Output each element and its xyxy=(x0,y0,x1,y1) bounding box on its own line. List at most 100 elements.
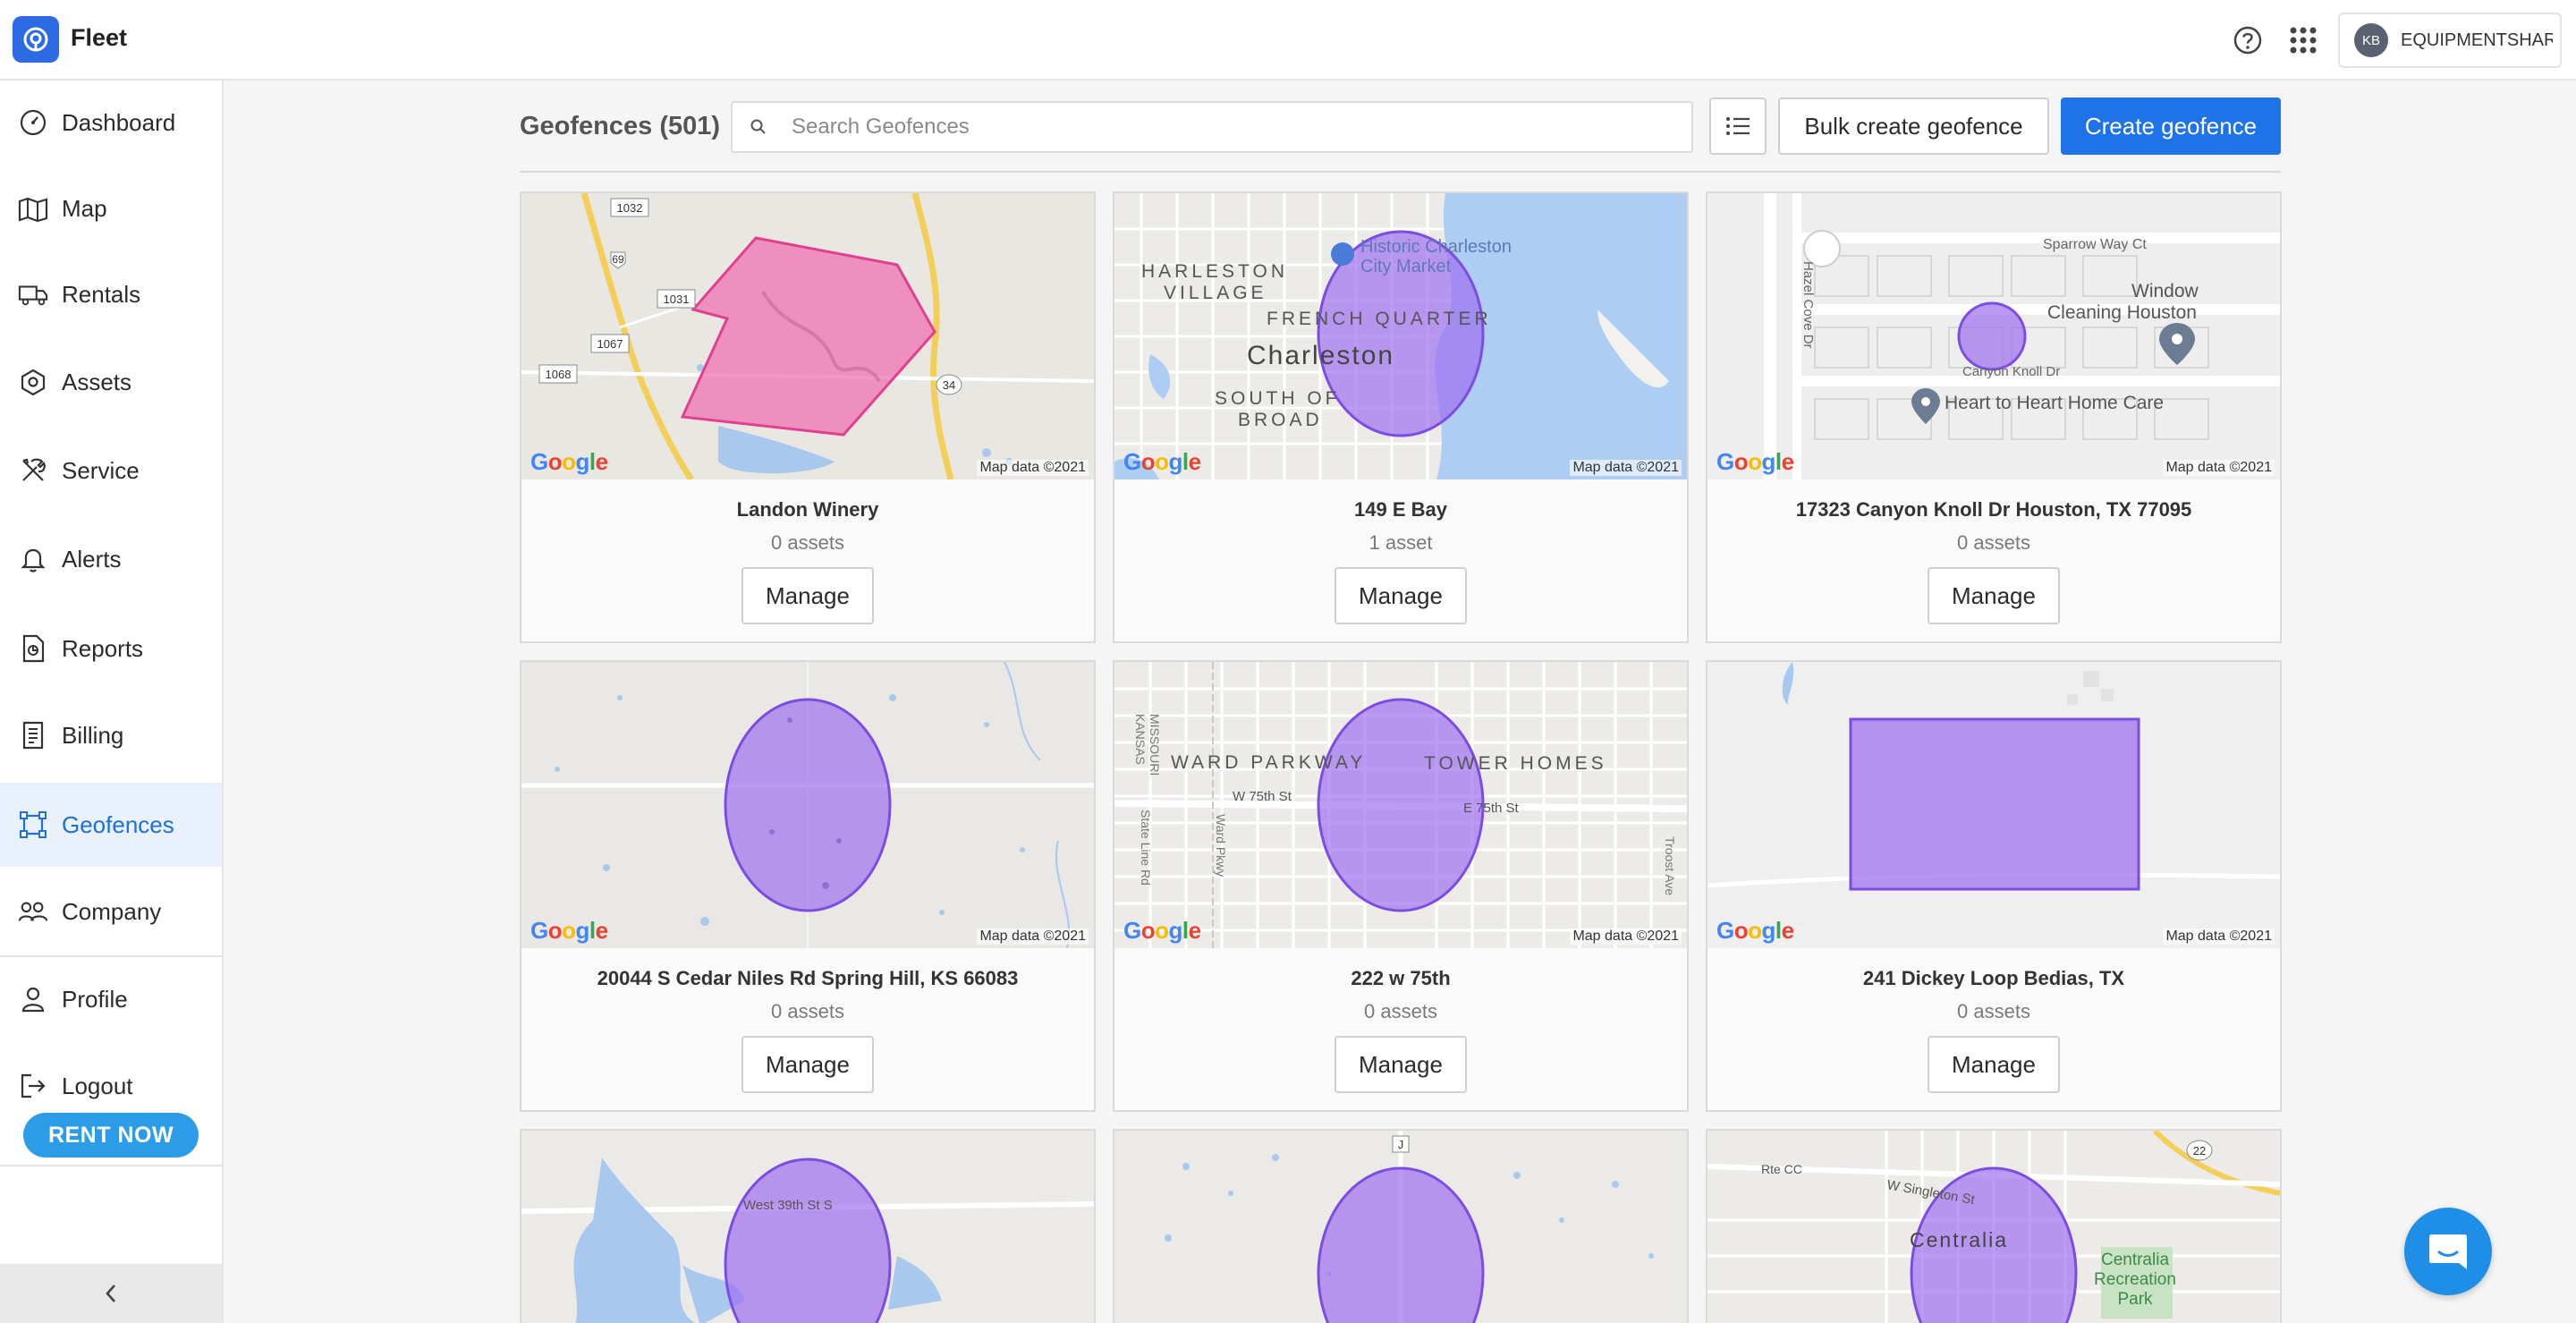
help-circle-icon[interactable] xyxy=(2231,23,2265,57)
geofence-icon xyxy=(18,810,48,840)
map-label: 1031 xyxy=(664,293,690,306)
map-label: Rte CC xyxy=(1761,1162,1802,1176)
sidebar-item-label: Dashboard xyxy=(62,108,176,136)
geofence-asset-count: 1 asset xyxy=(1368,531,1433,554)
bell-icon xyxy=(18,544,48,574)
map-label: State Line Rd xyxy=(1139,810,1153,886)
sidebar-item-assets[interactable]: Assets xyxy=(0,340,222,424)
geofence-asset-count: 0 assets xyxy=(771,531,844,554)
google-logo: Google xyxy=(530,917,608,944)
sidebar-item-profile[interactable]: Profile xyxy=(0,957,222,1041)
sidebar-item-map[interactable]: Map xyxy=(0,166,222,250)
gauge-icon xyxy=(18,107,48,138)
hexagon-icon xyxy=(18,367,48,397)
map-label: FRENCH QUARTER xyxy=(1267,309,1492,329)
manage-button[interactable]: Manage xyxy=(1335,1036,1467,1093)
map-credit: Map data ©2021 xyxy=(2163,460,2275,476)
map-label: HARLESTON xyxy=(1141,261,1288,282)
avatar: KB xyxy=(2354,23,2388,57)
map-icon xyxy=(18,193,48,224)
map-label: 1067 xyxy=(597,337,623,351)
map-label: SOUTH OF xyxy=(1215,388,1341,409)
sidebar-item-label: Profile xyxy=(62,985,128,1013)
search-input[interactable] xyxy=(792,114,1650,140)
geofence-map[interactable]: Google Map data ©2021 xyxy=(1707,662,2280,948)
sidebar-item-label: Alerts xyxy=(62,545,122,572)
search-icon xyxy=(750,119,766,134)
geofence-map[interactable]: West 39th St S xyxy=(521,1131,1094,1323)
map-label: Sparrow Way Ct xyxy=(2043,237,2147,252)
geofence-card: Historic Charleston City Market HARLESTO… xyxy=(1113,191,1689,643)
manage-button[interactable]: Manage xyxy=(741,1036,874,1093)
google-logo: Google xyxy=(1716,917,1794,944)
sidebar-divider xyxy=(0,955,222,957)
map-label: Park xyxy=(2117,1290,2153,1309)
map-label: WARD PARKWAY xyxy=(1171,752,1366,773)
geofence-card: MISSOURI KANSAS WARD PARKWAY TOWER HOMES… xyxy=(1113,660,1689,1112)
grid-apps-icon[interactable] xyxy=(2286,23,2320,57)
geofence-map[interactable]: MISSOURI KANSAS WARD PARKWAY TOWER HOMES… xyxy=(1114,662,1687,948)
create-geofence-button[interactable]: Create geofence xyxy=(2061,98,2281,155)
list-view-toggle[interactable] xyxy=(1709,98,1767,155)
manage-button[interactable]: Manage xyxy=(1335,567,1467,624)
sidebar-item-label: Map xyxy=(62,194,107,222)
map-label: Centralia xyxy=(1910,1228,2008,1251)
geofence-map[interactable]: J xyxy=(1114,1131,1687,1323)
geofence-map[interactable]: Sparrow Way Ct Window Cleaning Houston H… xyxy=(1707,193,2280,479)
map-label: KANSAS xyxy=(1133,714,1148,765)
account-menu[interactable]: KB EQUIPMENTSHARE xyxy=(2338,13,2562,68)
map-label: Heart to Heart Home Care xyxy=(1945,393,2164,413)
manage-button[interactable]: Manage xyxy=(741,567,874,624)
sidebar-item-geofences[interactable]: Geofences xyxy=(0,783,222,867)
manage-button[interactable]: Manage xyxy=(1928,567,2060,624)
geofence-map[interactable]: 1032 69 1031 1067 1068 34 Google Map dat… xyxy=(521,193,1094,479)
sidebar-item-service[interactable]: Service xyxy=(0,428,222,513)
fleet-logo-icon[interactable] xyxy=(13,16,59,63)
sidebar-item-label: Company xyxy=(62,897,162,925)
sidebar-item-billing[interactable]: Billing xyxy=(0,693,222,777)
tools-icon xyxy=(18,455,48,486)
map-label: West 39th St S xyxy=(743,1198,833,1213)
geofence-card: J xyxy=(1113,1129,1689,1323)
map-label: Cleaning Houston xyxy=(2047,302,2197,323)
sidebar-item-label: Logout xyxy=(62,1072,133,1099)
geofence-map[interactable]: Google Map data ©2021 xyxy=(521,662,1094,948)
sidebar-item-dashboard[interactable]: Dashboard xyxy=(0,81,222,165)
page-title: Geofences (501) xyxy=(520,112,721,140)
geofence-name: 241 Dickey Loop Bedias, TX xyxy=(1862,967,2125,989)
geofence-card: 1032 69 1031 1067 1068 34 Google Map dat… xyxy=(520,191,1096,643)
bulk-create-geofence-button[interactable]: Bulk create geofence xyxy=(1778,98,2049,155)
sidebar-item-company[interactable]: Company xyxy=(0,869,222,954)
geofence-map[interactable]: Historic Charleston City Market HARLESTO… xyxy=(1114,193,1687,479)
sidebar-item-reports[interactable]: Reports xyxy=(0,606,222,691)
search-bar xyxy=(731,101,1693,153)
collapse-sidebar-button[interactable] xyxy=(0,1264,222,1323)
sidebar-item-logout[interactable]: Logout xyxy=(0,1044,222,1128)
map-credit: Map data ©2021 xyxy=(1570,929,1682,945)
google-logo: Google xyxy=(1716,448,1794,475)
map-credit: Map data ©2021 xyxy=(977,460,1089,476)
logout-icon xyxy=(18,1071,48,1101)
sidebar-item-label: Geofences xyxy=(62,810,174,838)
map-label: E 75th St xyxy=(1463,801,1520,816)
sidebar-item-label: Rentals xyxy=(62,280,141,308)
geofence-asset-count: 0 assets xyxy=(1364,1000,1437,1022)
geofence-card: Google Map data ©2021 241 Dickey Loop Be… xyxy=(1706,660,2282,1112)
map-label: 34 xyxy=(943,378,955,392)
account-name: EQUIPMENTSHARE xyxy=(2401,30,2553,50)
map-label: Recreation xyxy=(2094,1270,2176,1289)
geofence-name: 17323 Canyon Knoll Dr Houston, TX 77095 xyxy=(1795,498,2192,521)
sidebar-item-rentals[interactable]: Rentals xyxy=(0,252,222,336)
geofence-asset-count: 0 assets xyxy=(1957,531,2030,554)
geofence-map[interactable]: Rte CC W Singleton St 22 Centralia Centr… xyxy=(1707,1131,2280,1323)
rent-now-button[interactable]: RENT NOW xyxy=(23,1113,199,1158)
geofence-name: 149 E Bay xyxy=(1354,498,1447,521)
chat-support-button[interactable] xyxy=(2404,1208,2492,1295)
geofence-name: 222 w 75th xyxy=(1351,967,1451,989)
sidebar-item-alerts[interactable]: Alerts xyxy=(0,517,222,601)
map-label: W 75th St xyxy=(1233,789,1292,804)
sidebar-divider xyxy=(0,1165,222,1166)
map-label: Hazel Cove Dr xyxy=(1801,261,1816,349)
geofence-card: Sparrow Way Ct Window Cleaning Houston H… xyxy=(1706,191,2282,643)
manage-button[interactable]: Manage xyxy=(1928,1036,2060,1093)
